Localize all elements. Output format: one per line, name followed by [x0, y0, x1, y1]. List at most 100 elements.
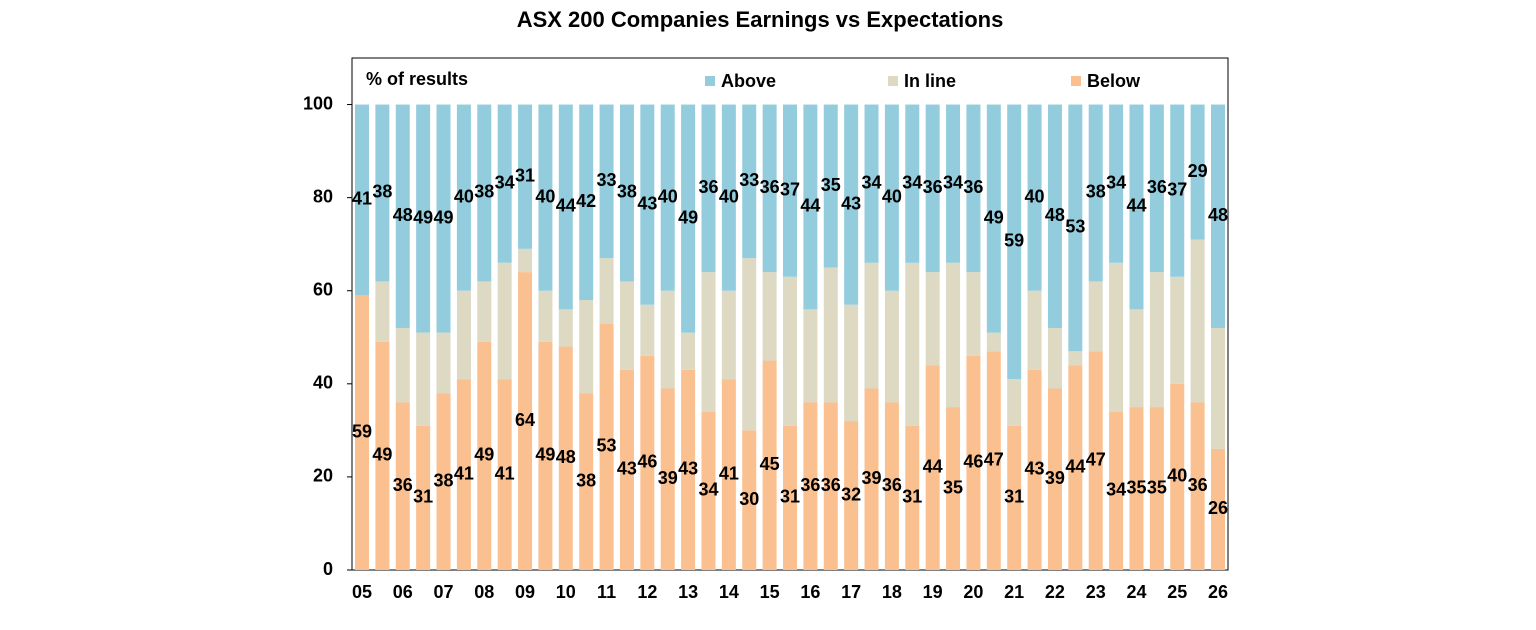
bar-segment — [518, 104, 533, 249]
value-label: 35 — [1126, 477, 1146, 497]
chart-title: ASX 200 Companies Earnings vs Expectatio… — [517, 7, 1004, 32]
value-label: 44 — [556, 196, 576, 216]
value-label: 36 — [760, 177, 780, 197]
value-label: 43 — [637, 193, 657, 213]
bar-segment — [925, 272, 940, 366]
value-label: 33 — [597, 170, 617, 190]
bar-segment — [1149, 104, 1164, 273]
legend-swatch — [705, 76, 715, 86]
bar-segment — [721, 104, 736, 291]
bar-segment — [681, 332, 696, 370]
value-label: 48 — [393, 205, 413, 225]
x-tick-label: 10 — [556, 582, 576, 602]
bar-segment — [1211, 104, 1225, 328]
value-label: 29 — [1188, 161, 1208, 181]
bar-segment — [803, 402, 818, 570]
bar-segment — [477, 281, 492, 342]
value-label: 48 — [1045, 205, 1065, 225]
bar-segment — [986, 332, 1001, 352]
x-tick-label: 14 — [719, 582, 739, 602]
value-label: 40 — [454, 186, 474, 206]
bar-segment — [456, 290, 471, 380]
x-tick-label: 09 — [515, 582, 535, 602]
x-tick-label: 19 — [923, 582, 943, 602]
y-tick-label: 40 — [313, 373, 333, 393]
x-tick-label: 13 — [678, 582, 698, 602]
value-label: 40 — [658, 186, 678, 206]
bar-segment — [803, 104, 818, 310]
bar-segment — [558, 309, 573, 347]
bar-segment — [538, 341, 553, 570]
bar-segment — [497, 379, 512, 570]
bar-segment — [1109, 411, 1124, 570]
bar-segment — [1211, 327, 1225, 449]
value-label: 31 — [515, 165, 535, 185]
bar-segment — [783, 104, 797, 277]
value-label: 36 — [800, 475, 820, 495]
bar-segment — [436, 393, 451, 570]
bar-segment — [986, 104, 1001, 333]
bar-segment — [1170, 383, 1185, 570]
bar-segment — [477, 104, 492, 282]
bar-segment — [905, 104, 920, 263]
legend-label: Above — [721, 71, 776, 91]
value-label: 49 — [434, 207, 454, 227]
x-tick-label: 06 — [393, 582, 413, 602]
bar-segment — [1068, 365, 1083, 570]
bar-segment — [456, 379, 471, 570]
value-label: 41 — [719, 463, 739, 483]
x-tick-label: 18 — [882, 582, 902, 602]
bar-segment — [762, 360, 777, 570]
bar-segment — [1190, 239, 1205, 403]
bar-segment — [518, 272, 533, 570]
bar-segment — [1007, 379, 1022, 426]
value-label: 34 — [862, 172, 882, 192]
bar-segment — [619, 104, 634, 282]
bar-segment — [905, 425, 920, 570]
bar-segment — [477, 341, 492, 570]
bar-segment — [416, 332, 431, 426]
bar-segment — [619, 369, 634, 570]
bar-segment — [1170, 276, 1185, 384]
bar-segment — [1170, 104, 1185, 277]
bar-segment — [660, 104, 675, 291]
value-label: 31 — [1004, 487, 1024, 507]
bar-segment — [864, 262, 879, 389]
bar-segment — [1088, 351, 1103, 570]
bar-segment — [966, 104, 981, 273]
bar-segment — [1149, 407, 1164, 570]
value-label: 26 — [1208, 498, 1228, 518]
x-tick-label: 12 — [637, 582, 657, 602]
x-tick-label: 15 — [760, 582, 780, 602]
value-label: 42 — [576, 191, 596, 211]
bar-segment — [864, 104, 879, 263]
value-label: 32 — [841, 484, 861, 504]
value-label: 38 — [372, 182, 392, 202]
value-label: 40 — [882, 186, 902, 206]
bar-segment — [742, 258, 757, 431]
bar-segment — [946, 104, 961, 263]
y-axis-label: % of results — [366, 69, 468, 89]
bar-segment — [1190, 402, 1205, 570]
bar-segment — [1047, 388, 1062, 570]
value-label: 64 — [515, 410, 535, 430]
bar-segment — [925, 104, 940, 273]
value-label: 53 — [1065, 217, 1085, 237]
bar-segment — [395, 327, 410, 403]
value-label: 41 — [495, 463, 515, 483]
bar-segment — [436, 332, 451, 394]
bar-segment — [701, 411, 716, 570]
bar-segment — [864, 388, 879, 570]
bar-segment — [497, 262, 512, 380]
bar-segment — [742, 104, 757, 259]
bar-segment — [416, 425, 431, 570]
value-label: 43 — [678, 459, 698, 479]
bar-segment — [966, 272, 981, 356]
bar-segment — [1211, 448, 1225, 570]
value-label: 36 — [1188, 475, 1208, 495]
value-label: 46 — [963, 452, 983, 472]
bar-segment — [1027, 369, 1042, 570]
value-label: 49 — [413, 207, 433, 227]
bar-segment — [783, 425, 797, 570]
